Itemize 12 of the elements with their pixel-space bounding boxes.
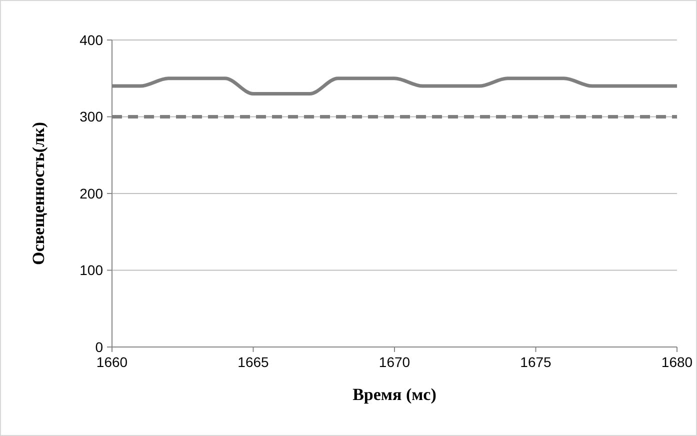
y-tick-label: 100 xyxy=(80,262,104,278)
x-tick-label: 1660 xyxy=(96,354,128,370)
y-tick-label: 0 xyxy=(95,338,104,355)
y-tick-label: 300 xyxy=(80,108,104,125)
x-axis-title: Время (мс) xyxy=(352,385,436,404)
x-tick-label: 1670 xyxy=(378,354,410,370)
x-tick-label: 1675 xyxy=(520,354,552,370)
y-tick-label: 400 xyxy=(80,32,104,48)
x-tick-label: 1680 xyxy=(661,354,693,370)
y-tick-label: 200 xyxy=(80,185,104,202)
x-tick-label: 1665 xyxy=(238,354,270,370)
y-axis-title: Освещенность(лк) xyxy=(29,122,48,266)
